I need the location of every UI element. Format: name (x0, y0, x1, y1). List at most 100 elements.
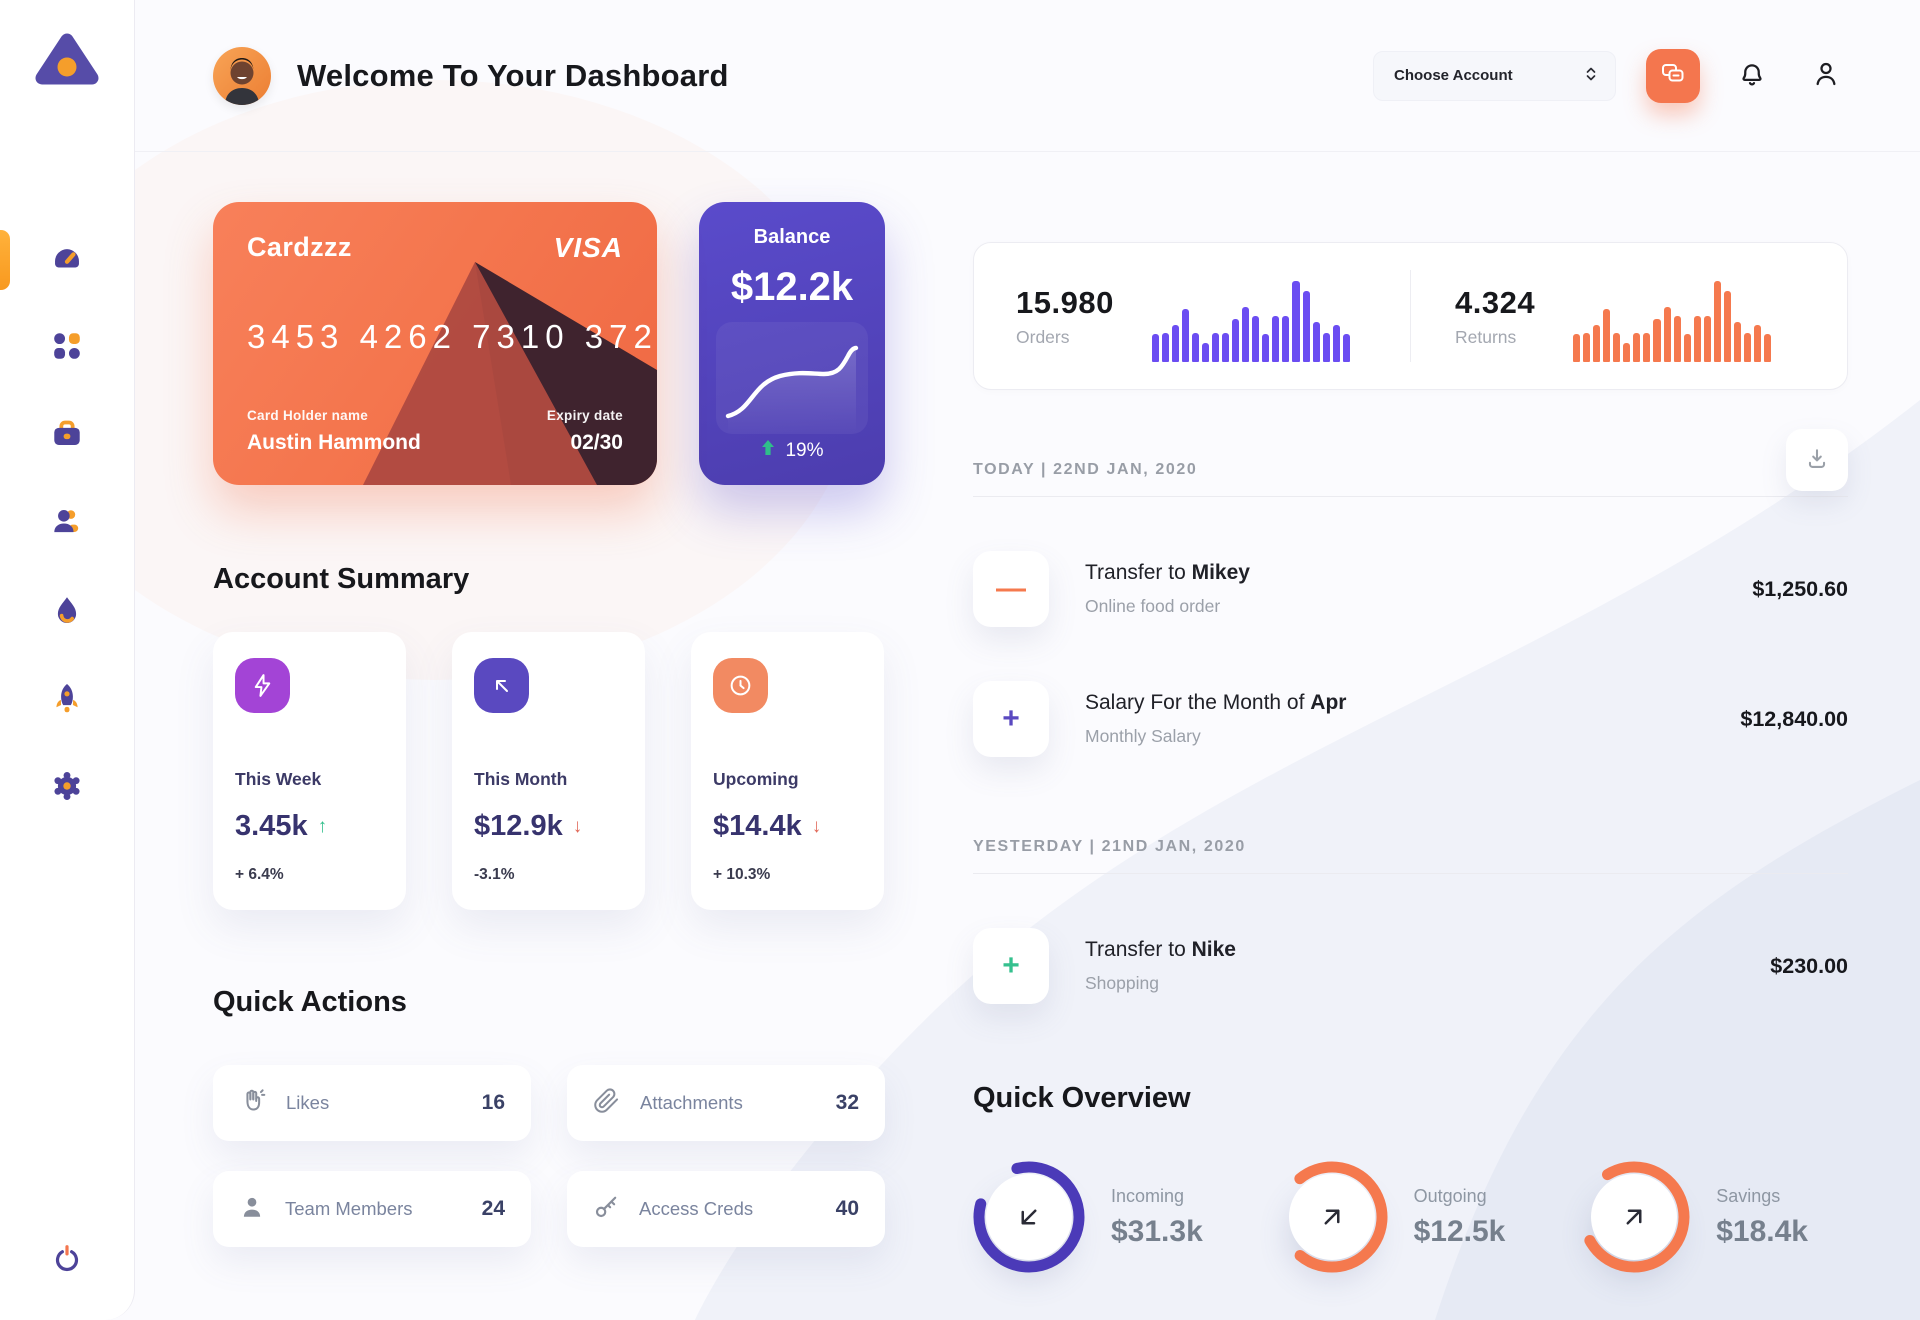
transaction-title: Transfer to Nike (1085, 938, 1236, 961)
quick-action-team-members[interactable]: Team Members 24 (213, 1171, 531, 1247)
transaction-amount: $12,840.00 (1740, 706, 1848, 731)
app-logo[interactable] (34, 30, 100, 90)
panel-divider (1410, 270, 1411, 362)
bell-icon (1737, 59, 1767, 92)
sidebar-item-apps[interactable] (49, 330, 85, 366)
card-expiry-date: 02/30 (570, 431, 623, 454)
arrow-up-right-icon (973, 1161, 1085, 1273)
date-header-today: TODAY | 22ND JAN, 2020 (973, 461, 1198, 478)
quick-action-attachments[interactable]: Attachments 32 (567, 1065, 885, 1141)
quick-actions-title: Quick Actions (213, 986, 407, 1018)
transaction-subtitle: Monthly Salary (1085, 726, 1201, 746)
person-icon (239, 1194, 265, 1225)
card-holder-label: Card Holder name (247, 408, 369, 423)
notifications-button[interactable] (1730, 54, 1774, 98)
quick-action-count: 16 (481, 1091, 505, 1114)
sidebar-item-portfolio[interactable] (49, 418, 85, 454)
returns-stat: 4.324 Returns (1455, 270, 1805, 362)
visa-logo: VISA (553, 232, 623, 263)
quick-action-label: Likes (286, 1092, 330, 1113)
summary-change: -3.1% (474, 866, 515, 883)
page-title: Welcome To Your Dashboard (297, 57, 729, 93)
balance-card: Balance $12.2k (699, 202, 885, 485)
balance-up-arrow-icon (760, 439, 776, 463)
paperclip-icon (593, 1087, 620, 1119)
quick-action-count: 32 (835, 1091, 859, 1114)
arrow-up-right-icon (1276, 1161, 1388, 1273)
transaction-amount: $230.00 (1770, 953, 1848, 978)
chat-button[interactable] (1646, 48, 1700, 103)
account-summary-cards: This Week 3.45k ↑ + 6.4% This Month (213, 632, 885, 910)
transaction-amount: $1,250.60 (1752, 576, 1848, 601)
briefcase-icon (50, 417, 84, 456)
transaction-plus-icon: + (973, 681, 1049, 757)
quick-action-count: 24 (481, 1197, 505, 1220)
transaction-row-mikey[interactable]: — Transfer to Mikey Online food order $1… (973, 551, 1848, 627)
download-button[interactable] (1786, 429, 1848, 491)
balance-amount: $12.2k (730, 265, 854, 309)
card-holder-name: Austin Hammond (247, 431, 421, 454)
speedometer-icon (50, 241, 84, 280)
trend-arrow-icon: ↓ (572, 815, 583, 837)
sidebar-item-settings[interactable] (49, 770, 85, 806)
summary-value: $12.9k (474, 810, 563, 842)
divider (973, 496, 1848, 497)
quick-action-label: Attachments (640, 1092, 743, 1113)
quick-action-count: 40 (835, 1197, 859, 1220)
quick-action-label: Team Members (285, 1198, 413, 1219)
user-icon (1811, 59, 1841, 92)
power-icon (51, 1245, 83, 1278)
outgoing-progress-ring (1276, 1161, 1388, 1273)
ring-amount: $12.5k (1413, 1214, 1506, 1248)
summary-card-this-week: This Week 3.45k ↑ + 6.4% (213, 632, 406, 910)
ring-outgoing: Outgoing $12.5k (1276, 1161, 1506, 1273)
quick-overview-title: Quick Overview (973, 1082, 1191, 1114)
orders-bar-chart (1151, 270, 1350, 362)
orders-value: 15.980 (1016, 284, 1114, 320)
gear-icon (51, 770, 83, 807)
card-triangles-decoration (363, 262, 657, 485)
transaction-subtitle: Online food order (1085, 596, 1221, 616)
ring-amount: $18.4k (1716, 1214, 1808, 1248)
summary-card-this-month: This Month $12.9k ↓ -3.1% (452, 632, 645, 910)
key-icon (593, 1194, 619, 1225)
date-header-yesterday: YESTERDAY | 21ND JAN, 2020 (973, 838, 1246, 855)
transaction-row-salary[interactable]: + Salary For the Month of Apr Monthly Sa… (973, 681, 1848, 757)
card-expiry-label: Expiry date (546, 408, 623, 423)
ring-incoming: Incoming $31.3k (973, 1161, 1203, 1273)
account-summary-title: Account Summary (213, 563, 470, 595)
sidebar-item-trending[interactable] (49, 594, 85, 630)
sidebar-item-contacts[interactable] (49, 506, 85, 542)
transaction-row-nike[interactable]: + Transfer to Nike Shopping $230.00 (973, 928, 1848, 1004)
balance-change: 19% (785, 440, 824, 461)
clock-icon (713, 658, 768, 713)
returns-label: Returns (1455, 326, 1517, 347)
transaction-title: Salary For the Month of Apr (1085, 691, 1347, 714)
summary-change: + 10.3% (713, 866, 771, 883)
summary-card-upcoming: Upcoming $14.4k ↓ + 10.3% (691, 632, 884, 910)
sidebar-item-dashboard[interactable] (49, 242, 85, 278)
transaction-title: Transfer to Mikey (1085, 561, 1250, 584)
logout-power-button[interactable] (51, 1242, 83, 1274)
trend-arrow-icon: ↓ (811, 815, 822, 837)
balance-sparkline (716, 322, 868, 434)
summary-label: This Month (474, 769, 568, 789)
choose-account-select[interactable]: Choose Account (1373, 50, 1616, 101)
lightning-icon (235, 658, 290, 713)
chat-bubbles-icon (1659, 60, 1687, 91)
sidebar-item-launch[interactable] (49, 682, 85, 718)
summary-value: 3.45k (235, 810, 308, 842)
quick-action-access-creds[interactable]: Access Creds 40 (567, 1171, 885, 1247)
card-number: 3453 4262 7310 3728 (247, 318, 657, 355)
orders-label: Orders (1016, 326, 1070, 347)
rocket-icon (51, 682, 83, 719)
summary-label: Upcoming (713, 769, 799, 789)
returns-bar-chart (1573, 270, 1772, 362)
quick-action-likes[interactable]: Likes 16 (213, 1065, 531, 1141)
orders-returns-panel: 15.980 Orders 4.324 Returns (973, 242, 1848, 390)
choose-account-label: Choose Account (1394, 67, 1513, 84)
profile-button[interactable] (1804, 54, 1848, 98)
avatar[interactable] (213, 46, 271, 105)
transaction-plus-icon: + (973, 928, 1049, 1004)
header-actions: Choose Account (1373, 48, 1848, 103)
